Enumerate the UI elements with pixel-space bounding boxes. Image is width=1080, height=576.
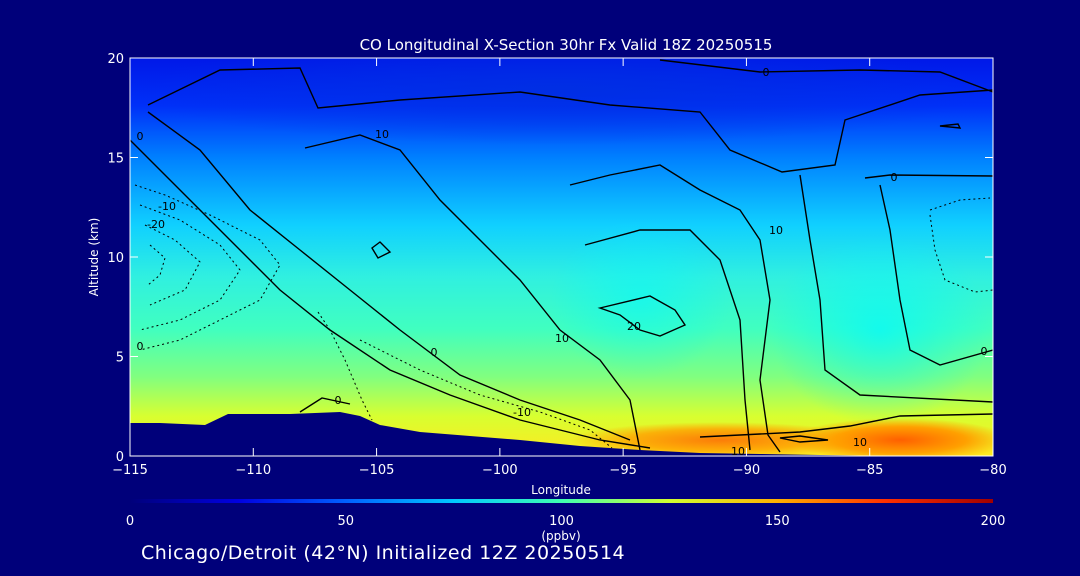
contour-line-negative [359,339,613,449]
x-tick-label: −105 [359,463,395,478]
contour-line [799,174,993,403]
contour-line [299,397,351,413]
contour-label: 10 [731,445,745,458]
x-tick-label: −90 [733,463,760,478]
contour-label: 10 [375,128,389,141]
colorbar-unit-label: (ppbv) [541,529,580,543]
contour-line [371,241,392,259]
contour-label: 0 [981,345,988,358]
contour-line [569,164,781,453]
contour-line-negative [139,204,241,331]
terrain [130,412,993,456]
x-tick-label: −80 [979,463,1006,478]
x-tick-label: −100 [482,463,518,478]
contour-label: 0 [335,394,342,407]
contour-label: 0 [137,130,144,143]
contour-line-negative [929,214,993,293]
footer-caption: Chicago/Detroit (42°N) Initialized 12Z 2… [141,542,626,564]
chart-title: CO Longitudinal X-Section 30hr Fx Valid … [360,36,773,54]
contour-line [304,134,641,451]
colorbar-tick-label: 150 [765,514,790,529]
contour-label: 20 [627,320,641,333]
contour-label: 0 [431,346,438,359]
colorbar-tick-label: 200 [981,514,1006,529]
contour-line-negative [147,244,166,286]
contour-line [147,67,993,173]
contour-line [597,295,687,337]
contour-line [130,139,651,449]
x-axis-label: Longitude [531,483,591,497]
colorbar-tick-label: 0 [126,514,134,529]
contour-line [699,413,993,438]
contour-line [584,229,751,451]
y-tick-label: 10 [107,251,124,266]
contour-labels: 0 10 0 -10 -20 0 10 20 0 -10 0 10 10 0 1… [137,66,988,458]
y-tick-label: 20 [107,52,124,67]
contour-label: -10 [158,200,176,213]
y-tick-label: 0 [116,450,124,465]
y-tick-label: 15 [107,152,124,167]
x-tick-label: −110 [235,463,271,478]
x-tick-label: −85 [856,463,883,478]
contour-label: -10 [513,406,531,419]
contour-label: 0 [763,66,770,79]
contour-line [779,435,829,443]
contour-line-negative [929,197,991,211]
colorbar-gradient [130,499,993,503]
co-field-upper-blue-patch [130,58,990,145]
y-tick-label: 5 [116,351,124,366]
contour-line [879,184,993,366]
contour-line-negative [317,311,373,421]
contour-line [147,111,631,441]
colorbar: 0 50 100 150 200 (ppbv) [126,499,1006,543]
contour-label: 0 [891,171,898,184]
contour-line [864,174,993,179]
contour-label: -20 [147,218,165,231]
contour-line [659,59,993,93]
co-field-cyan-patch-right [770,235,990,425]
contour-line-negative [144,224,201,306]
colorbar-tick-label: 50 [337,514,354,529]
x-tick-label: −115 [112,463,148,478]
x-tick-label: −95 [609,463,636,478]
contour-label: 0 [137,340,144,353]
co-field [130,58,993,456]
co-field-cyan-patch-center [550,220,730,380]
colorbar-tick-label: 100 [549,514,574,529]
contour-label: 10 [853,436,867,449]
co-contours [130,59,993,453]
contour-line [939,123,962,129]
colorbar-ticks: 0 50 100 150 200 [126,514,1006,529]
contour-label: 10 [555,332,569,345]
contour-label: 10 [769,224,783,237]
y-axis-label: Altitude (km) [87,218,101,297]
